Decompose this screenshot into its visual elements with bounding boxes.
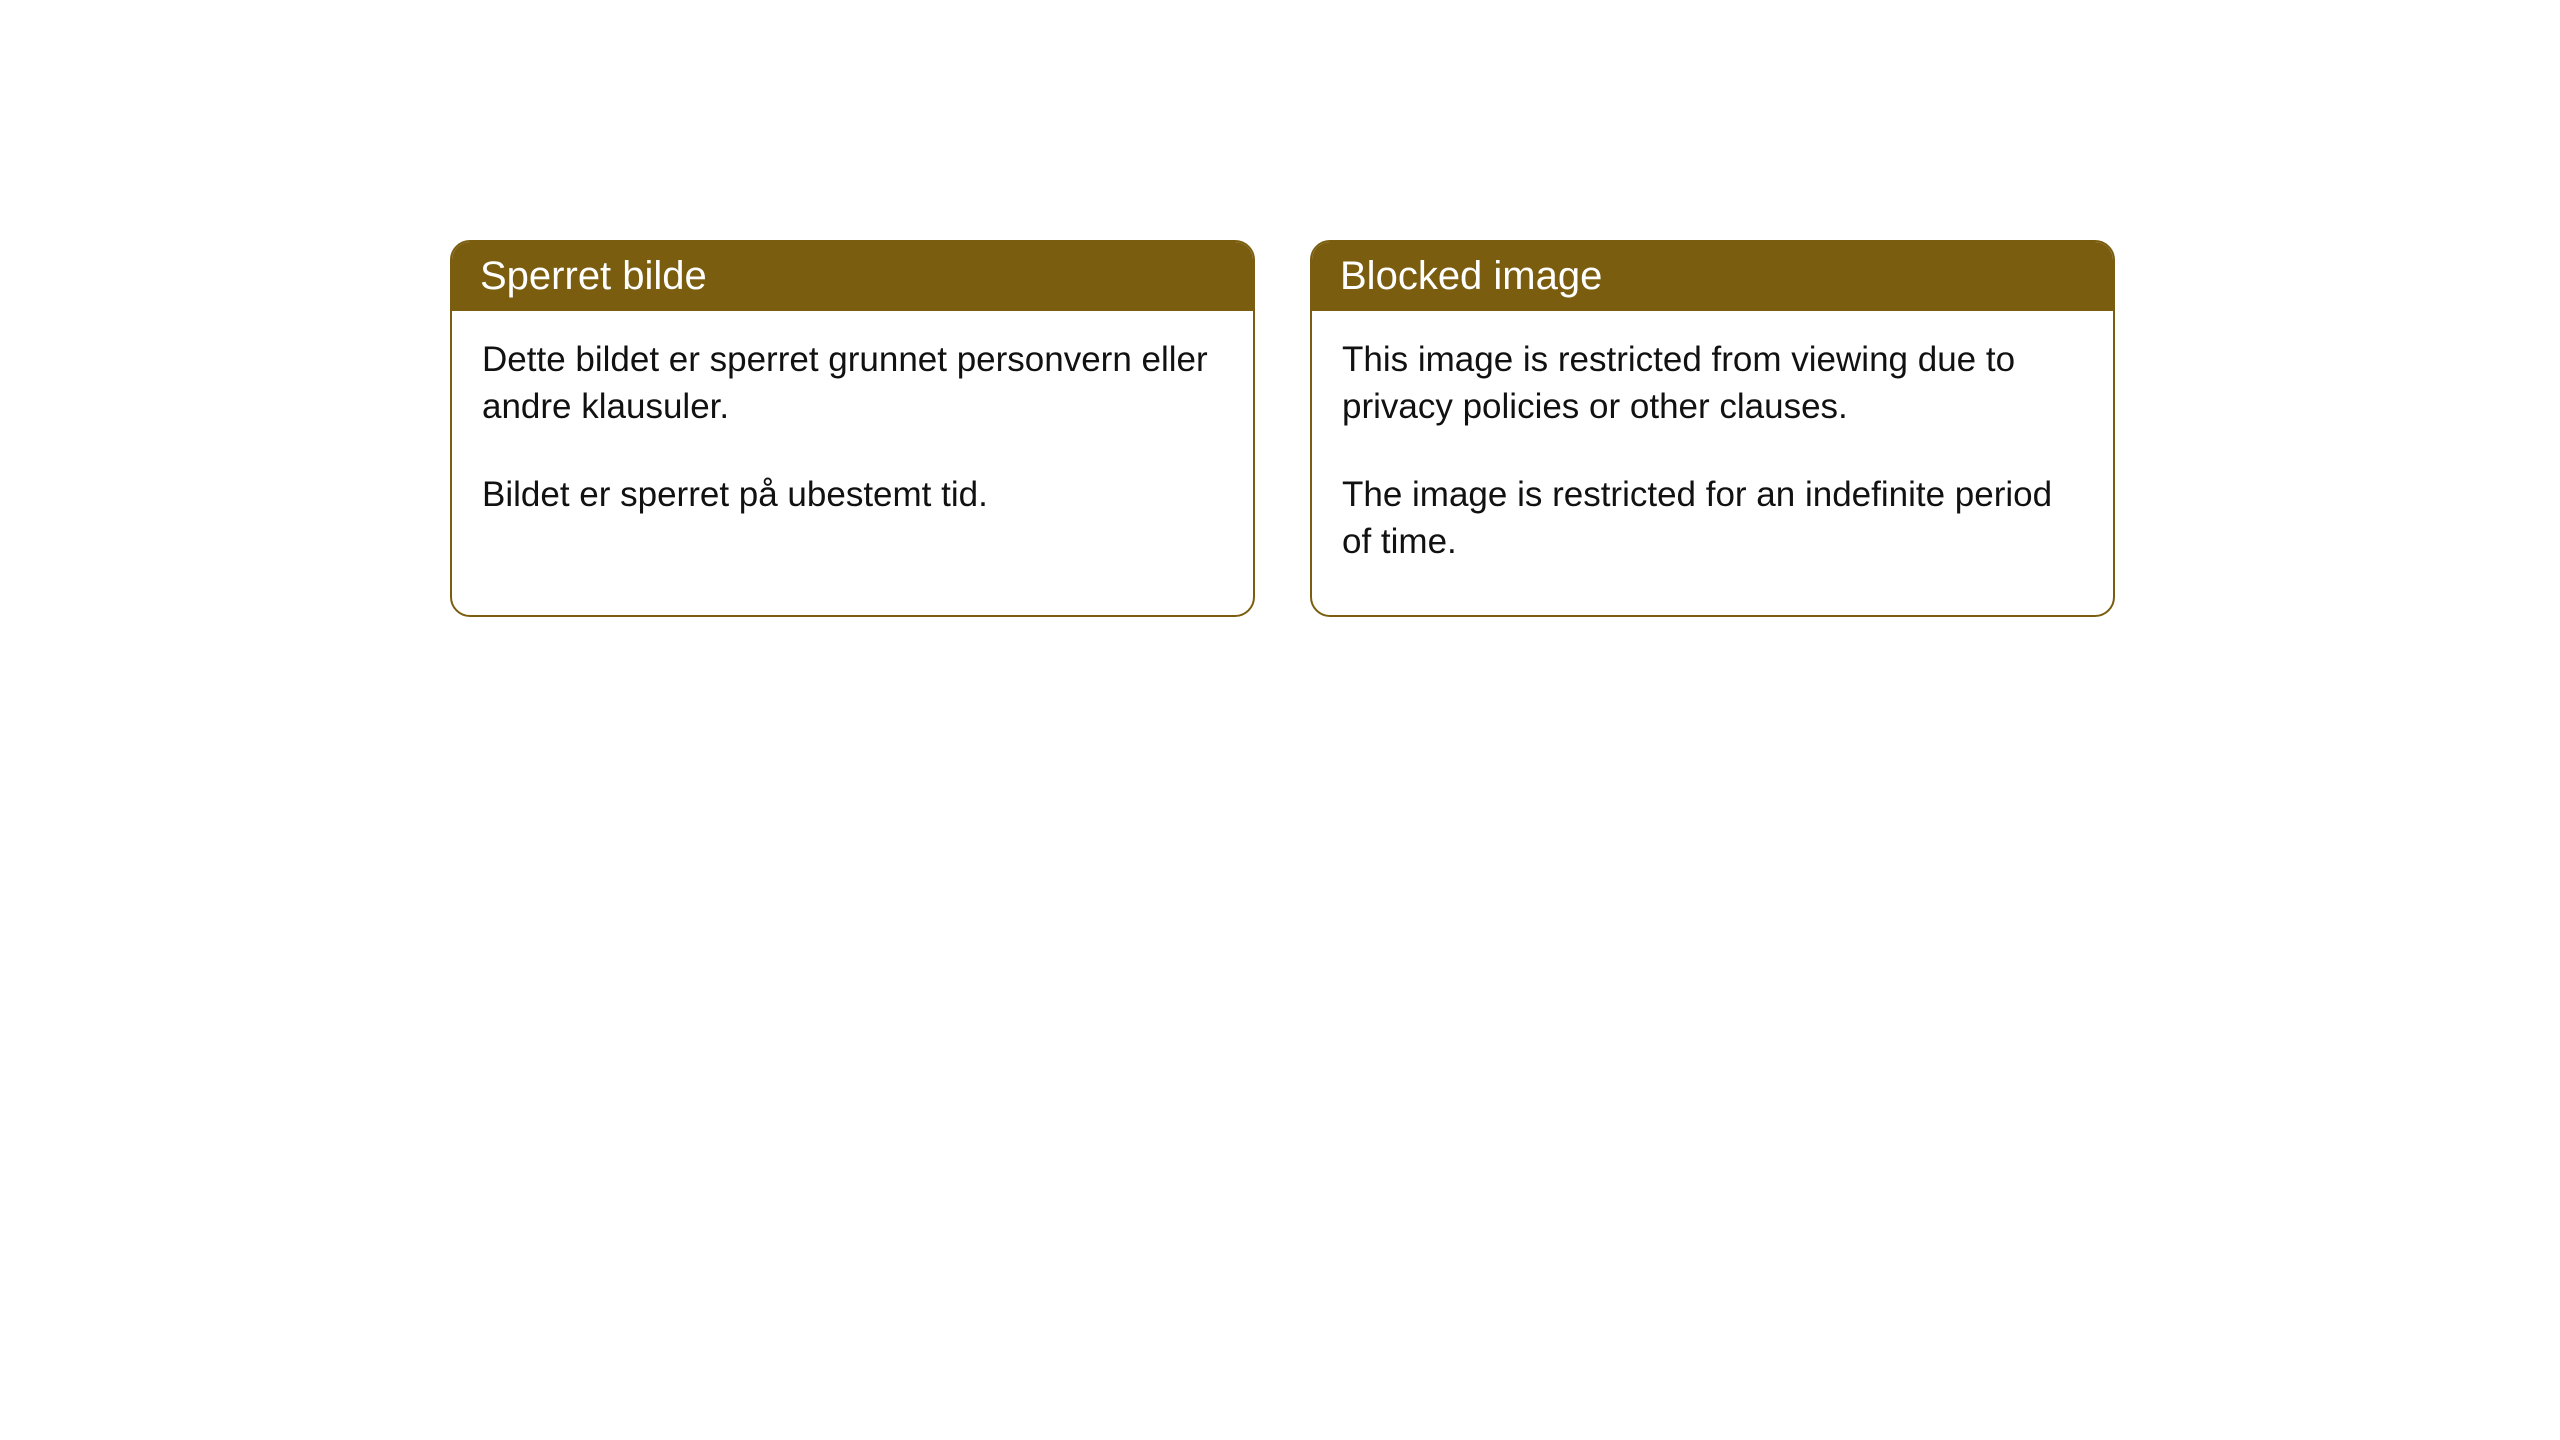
card-title: Blocked image (1340, 254, 1602, 298)
card-english: Blocked image This image is restricted f… (1310, 240, 2115, 617)
card-paragraph: Dette bildet er sperret grunnet personve… (482, 336, 1223, 431)
cards-container: Sperret bilde Dette bildet er sperret gr… (450, 240, 2115, 617)
card-paragraph: The image is restricted for an indefinit… (1342, 471, 2083, 566)
card-header-norwegian: Sperret bilde (452, 242, 1253, 311)
card-title: Sperret bilde (480, 254, 707, 298)
card-body-norwegian: Dette bildet er sperret grunnet personve… (452, 311, 1253, 568)
card-norwegian: Sperret bilde Dette bildet er sperret gr… (450, 240, 1255, 617)
card-paragraph: Bildet er sperret på ubestemt tid. (482, 471, 1223, 518)
card-paragraph: This image is restricted from viewing du… (1342, 336, 2083, 431)
card-body-english: This image is restricted from viewing du… (1312, 311, 2113, 615)
card-header-english: Blocked image (1312, 242, 2113, 311)
